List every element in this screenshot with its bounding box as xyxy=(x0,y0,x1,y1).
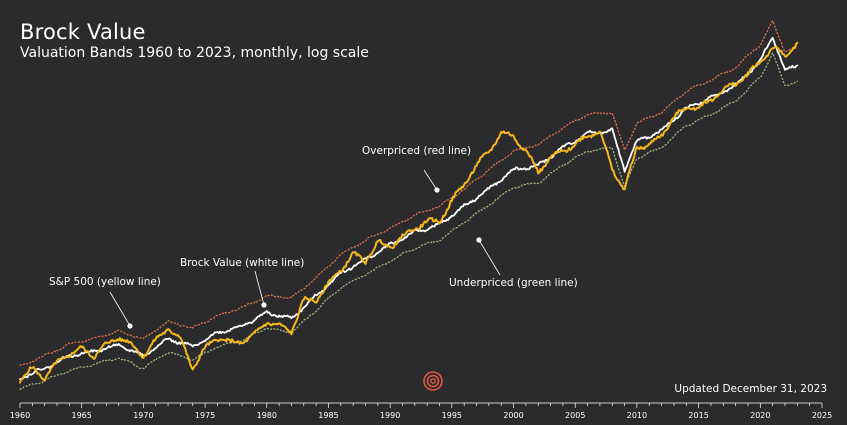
leader-dot-under xyxy=(476,237,482,243)
x-tick-label: 1980 xyxy=(257,411,277,420)
x-tick-label: 1960 xyxy=(10,411,30,420)
leader-dot-sp500 xyxy=(127,323,133,329)
leader-line-brock xyxy=(254,270,265,306)
x-tick-label: 2010 xyxy=(627,411,647,420)
x-tick-label: 1990 xyxy=(380,411,400,420)
annotation-brock-value: Brock Value (white line) xyxy=(180,257,305,269)
annotation-overpriced: Overpriced (red line) xyxy=(362,145,472,157)
x-tick-label: 1965 xyxy=(72,411,92,420)
updated-date: Updated December 31, 2023 xyxy=(674,383,827,395)
x-tick-label: 1975 xyxy=(195,411,215,420)
x-tick-label: 1995 xyxy=(442,411,462,420)
x-tick-label: 2025 xyxy=(812,411,832,420)
x-tick-label: 2005 xyxy=(565,411,585,420)
series-layer xyxy=(19,20,799,391)
x-tick-label: 1970 xyxy=(133,411,153,420)
leader-dot-over xyxy=(434,187,440,193)
series-line-s-p-500 xyxy=(19,41,799,384)
annotation-underpriced: Underpriced (green line) xyxy=(449,277,578,289)
leader-line-sp500 xyxy=(109,291,131,327)
leader-line-over xyxy=(423,169,438,191)
x-tick-label: 2015 xyxy=(688,411,708,420)
series-line-underpriced xyxy=(19,52,798,391)
leader-dot-brock xyxy=(261,302,267,308)
annotation-sp500: S&P 500 (yellow line) xyxy=(49,276,161,288)
concentric-circles-logo xyxy=(423,371,443,391)
annotation-layer xyxy=(109,169,501,329)
series-line-brock-value xyxy=(19,36,799,380)
x-tick-label: 2000 xyxy=(503,411,523,420)
leader-line-under xyxy=(478,239,501,276)
chart-title: Brock Value xyxy=(20,20,146,44)
chart-subtitle: Valuation Bands 1960 to 2023, monthly, l… xyxy=(20,45,369,61)
x-axis: 1960 1965 1970 1975 1980 1985 1990 1995 2000 2005… xyxy=(10,402,832,420)
series-line-overpriced xyxy=(19,20,798,366)
x-tick-label: 1985 xyxy=(318,411,338,420)
x-tick-label: 2020 xyxy=(750,411,770,420)
